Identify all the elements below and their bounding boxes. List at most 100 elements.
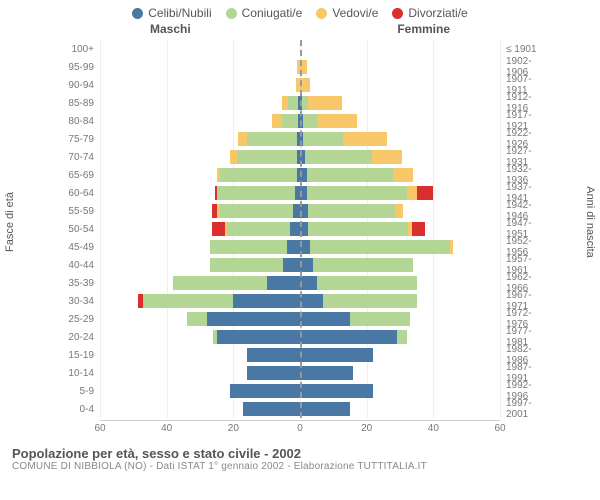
male-bar (100, 366, 300, 380)
bar-segment (350, 312, 410, 326)
female-bar (300, 42, 500, 56)
bar-segment (237, 150, 297, 164)
female-bar (300, 240, 500, 254)
age-label: 60-64 (56, 188, 100, 199)
female-bar (300, 114, 500, 128)
bar-segment (397, 330, 407, 344)
chart-title: Popolazione per età, sesso e stato civil… (12, 446, 588, 461)
bar-segment (300, 330, 397, 344)
female-bar (300, 78, 500, 92)
bar-segment (238, 132, 246, 146)
bar-segment (282, 96, 289, 110)
bar-segment (247, 132, 297, 146)
x-tick: 60 (94, 423, 105, 434)
age-label: 10-14 (56, 368, 100, 379)
age-label: 100+ (56, 44, 100, 55)
bar-segment (217, 330, 300, 344)
bar-segment (308, 222, 408, 236)
female-bar (300, 348, 500, 362)
male-bar (100, 150, 300, 164)
bar-segment (372, 150, 402, 164)
bar-segment (303, 114, 316, 128)
bar-segment (243, 402, 300, 416)
female-bar (300, 204, 500, 218)
bar-segment (300, 402, 350, 416)
age-label: 5-9 (56, 386, 100, 397)
chart-subtitle: COMUNE DI NIBBIOLA (NO) - Dati ISTAT 1° … (12, 461, 588, 472)
bar-segment (247, 348, 300, 362)
bar-segment (393, 168, 413, 182)
bar-segment (302, 96, 309, 110)
female-bar (300, 312, 500, 326)
age-label: 0-4 (56, 404, 100, 415)
male-bar (100, 78, 300, 92)
center-line (300, 40, 302, 418)
legend-item: Divorziati/e (392, 6, 467, 20)
bar-segment (300, 384, 373, 398)
bar-segment (272, 114, 282, 128)
female-bar (300, 132, 500, 146)
age-label: 85-89 (56, 98, 100, 109)
bar-segment (300, 276, 317, 290)
bar-segment (307, 186, 407, 200)
bar-segment (210, 258, 283, 272)
bar-segment (288, 96, 298, 110)
age-label: 50-54 (56, 224, 100, 235)
age-label: 30-34 (56, 296, 100, 307)
female-bar (300, 186, 500, 200)
legend-label: Vedovi/e (332, 6, 378, 20)
bar-segment (218, 186, 295, 200)
x-tick: 20 (361, 423, 372, 434)
female-bar (300, 168, 500, 182)
female-bar (300, 330, 500, 344)
bar-segment (323, 294, 416, 308)
male-bar (100, 312, 300, 326)
female-bar (300, 258, 500, 272)
male-bar (100, 132, 300, 146)
male-bar (100, 276, 300, 290)
female-title: Femmine (397, 22, 450, 36)
age-label: 65-69 (56, 170, 100, 181)
age-label: 15-19 (56, 350, 100, 361)
male-bar (100, 240, 300, 254)
female-bar (300, 276, 500, 290)
age-label: 20-24 (56, 332, 100, 343)
female-bar (300, 402, 500, 416)
male-bar (100, 258, 300, 272)
bar-segment (303, 132, 343, 146)
bar-segment (143, 294, 233, 308)
birth-year-label: 1997-2001 (500, 398, 544, 420)
left-axis-title: Fasce di età (4, 192, 16, 252)
birth-year-label: ≤ 1901 (500, 44, 544, 55)
male-bar (100, 96, 300, 110)
age-label: 90-94 (56, 80, 100, 91)
bar-segment (293, 204, 300, 218)
bar-segment (317, 276, 417, 290)
age-label: 25-29 (56, 314, 100, 325)
female-bar (300, 96, 500, 110)
male-bar (100, 402, 300, 416)
bar-segment (210, 240, 287, 254)
bar-segment (412, 222, 425, 236)
male-bar (100, 60, 300, 74)
x-axis: 6040200204060 (100, 420, 500, 434)
female-bar (300, 222, 500, 236)
female-bar (300, 384, 500, 398)
x-tick: 40 (161, 423, 172, 434)
legend-swatch (392, 8, 403, 19)
bar-segment (308, 204, 395, 218)
legend-item: Coniugati/e (226, 6, 303, 20)
male-bar (100, 204, 300, 218)
legend-label: Celibi/Nubili (148, 6, 211, 20)
bar-segment (343, 132, 386, 146)
legend-label: Divorziati/e (408, 6, 467, 20)
bar-segment (220, 204, 293, 218)
bar-segment (300, 312, 350, 326)
age-label: 75-79 (56, 134, 100, 145)
age-label: 35-39 (56, 278, 100, 289)
bar-segment (247, 366, 300, 380)
x-tick: 0 (297, 423, 303, 434)
bar-segment (450, 240, 453, 254)
age-label: 95-99 (56, 62, 100, 73)
x-tick: 60 (494, 423, 505, 434)
